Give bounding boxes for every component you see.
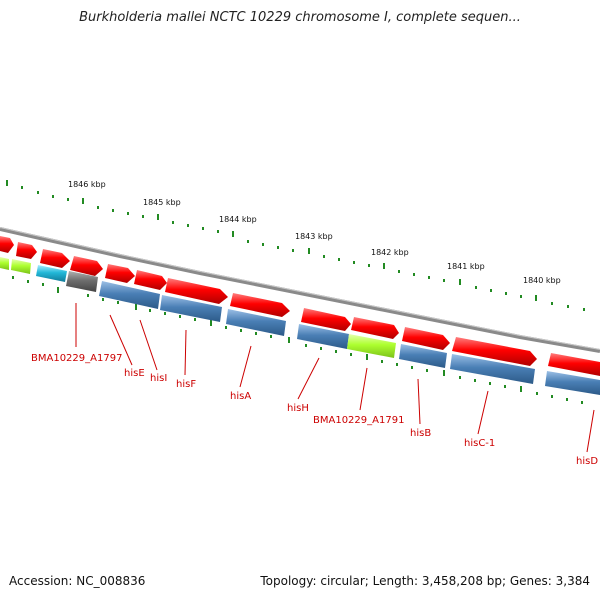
tick-label-1842: 1842 kbp xyxy=(371,248,409,257)
gene-other[interactable] xyxy=(0,257,9,270)
gene-label-hisA[interactable]: hisA xyxy=(230,391,251,402)
gene-label-hisC-1[interactable]: hisC-1 xyxy=(464,438,495,449)
gene-reverse[interactable] xyxy=(399,344,447,368)
gene-label-BMA10229_A1791[interactable]: BMA10229_A1791 xyxy=(313,415,404,426)
gene-forward[interactable] xyxy=(105,264,135,283)
gene-forward[interactable] xyxy=(16,242,37,259)
forward-strand-genes xyxy=(0,236,600,376)
gene-label-BMA10229_A1797[interactable]: BMA10229_A1797 xyxy=(31,353,122,364)
gene-forward[interactable] xyxy=(351,317,399,339)
tick-label-1840: 1840 kbp xyxy=(523,276,561,285)
tick-label-1846: 1846 kbp xyxy=(68,180,106,189)
gene-forward[interactable] xyxy=(230,293,290,317)
gene-forward[interactable] xyxy=(452,337,537,366)
gene-reverse[interactable] xyxy=(160,295,222,322)
tick-label-1845: 1845 kbp xyxy=(143,198,181,207)
gene-label-hisF[interactable]: hisF xyxy=(176,379,196,390)
gene-label-hisH[interactable]: hisH xyxy=(287,403,309,414)
gene-other[interactable] xyxy=(11,259,31,274)
tick-label-1841: 1841 kbp xyxy=(447,262,485,271)
gene-other[interactable] xyxy=(347,334,396,358)
gene-label-hisE[interactable]: hisE xyxy=(124,368,145,379)
gene-forward[interactable] xyxy=(70,256,103,276)
gene-label-hisB[interactable]: hisB xyxy=(410,428,431,439)
tick-label-1843: 1843 kbp xyxy=(295,232,333,241)
gene-forward[interactable] xyxy=(134,270,167,290)
gene-forward[interactable] xyxy=(548,353,600,376)
reverse-strand-genes xyxy=(0,257,600,395)
gene-forward[interactable] xyxy=(40,249,70,268)
inner-ruler-ticks xyxy=(12,276,583,404)
gene-reverse[interactable] xyxy=(99,281,160,309)
gene-reverse[interactable] xyxy=(297,324,349,349)
gene-label-hisI[interactable]: hisI xyxy=(150,373,167,384)
gene-pseudo[interactable] xyxy=(66,271,98,292)
chromosome-backbone-highlight xyxy=(0,227,600,350)
accession-text: Accession: NC_008836 xyxy=(9,574,146,588)
label-connectors xyxy=(75,303,595,453)
gene-rna[interactable] xyxy=(36,265,67,282)
gene-reverse[interactable] xyxy=(545,371,600,395)
map-title: Burkholderia mallei NCTC 10229 chromosom… xyxy=(79,10,521,25)
gene-reverse[interactable] xyxy=(226,309,286,336)
gene-forward[interactable] xyxy=(301,308,351,331)
chromosome-backbone xyxy=(0,227,600,353)
tick-label-1844: 1844 kbp xyxy=(219,215,257,224)
topology-text: Topology: circular; Length: 3,458,208 bp… xyxy=(260,574,590,588)
gene-forward[interactable] xyxy=(0,236,14,253)
gene-label-hisD[interactable]: hisD xyxy=(576,456,598,467)
ruler-ticks xyxy=(6,180,585,311)
gene-forward[interactable] xyxy=(402,327,450,350)
gene-forward[interactable] xyxy=(165,278,228,304)
gene-reverse[interactable] xyxy=(450,354,535,384)
